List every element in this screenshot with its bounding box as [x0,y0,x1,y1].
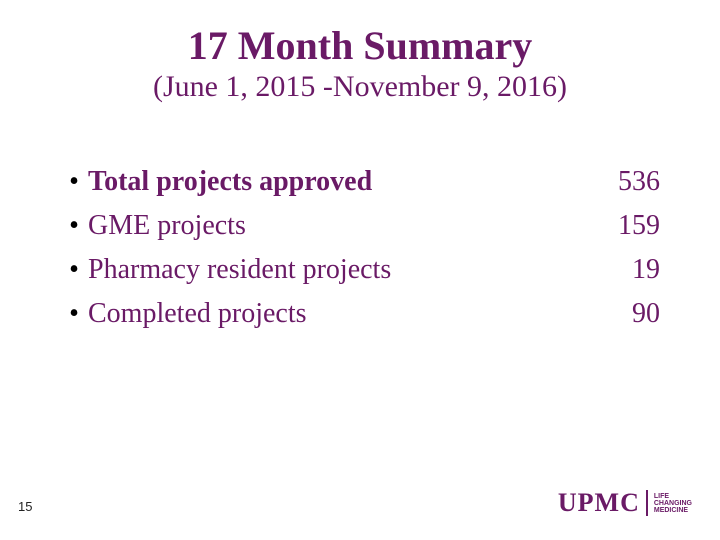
slide: 17 Month Summary (June 1, 2015 -November… [0,0,720,540]
bullet-icon: • [60,292,88,336]
item-value: 19 [580,248,660,292]
item-label: Total projects approved [88,160,580,204]
logo-mark: UPMC [558,488,640,518]
upmc-logo: UPMC LIFECHANGINGMEDICINE [558,488,692,518]
item-label: Pharmacy resident projects [88,248,580,292]
logo-divider [646,490,648,516]
item-label: Completed projects [88,292,580,336]
item-value: 536 [580,160,660,204]
item-label: GME projects [88,204,580,248]
item-value: 159 [580,204,660,248]
slide-subtitle: (June 1, 2015 -November 9, 2016) [0,70,720,104]
list-item: •Completed projects90 [60,292,660,336]
bullet-icon: • [60,248,88,292]
list-item: •GME projects159 [60,204,660,248]
list-item: •Pharmacy resident projects19 [60,248,660,292]
list-item: •Total projects approved536 [60,160,660,204]
item-value: 90 [580,292,660,336]
bullet-icon: • [60,160,88,204]
slide-title: 17 Month Summary [0,22,720,69]
logo-tagline: LIFECHANGINGMEDICINE [654,493,692,514]
bullet-list: •Total projects approved536•GME projects… [60,160,660,336]
bullet-icon: • [60,204,88,248]
page-number: 15 [18,499,32,514]
